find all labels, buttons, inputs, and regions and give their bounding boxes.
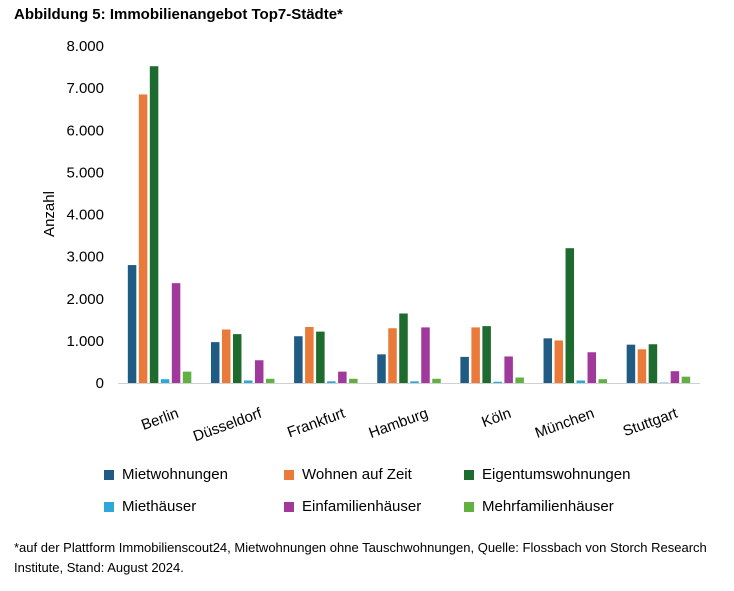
bar [160,379,170,383]
bar [232,334,242,383]
bar [460,356,469,383]
legend-item: Einfamilienhäuser [284,498,421,515]
bar [410,381,419,383]
bar [626,344,636,383]
bar [305,326,314,383]
y-tick-label: 7.000 [66,80,104,97]
y-tick-label: 5.000 [66,164,104,181]
bar [316,331,325,383]
legend-item: Mietwohnungen [104,466,228,483]
bar [349,378,358,383]
legend-label: Eigentumswohnungen [482,466,631,483]
legend-swatch [284,501,294,512]
legend-label: Einfamilienhäuser [302,498,422,515]
bar [471,327,480,383]
x-axis-ticks: Berlin Düsseldorf Frankfurt Hamburg Köln Münc… [139,404,680,445]
bar [399,313,408,383]
legend-item: Miethäuser [104,498,196,515]
bar [648,344,658,383]
x-tick-label: Berlin [139,405,181,434]
bar [138,94,148,383]
x-tick-label: Hamburg [367,405,431,442]
bar [243,380,253,383]
x-tick-label: Frankfurt [285,404,348,441]
bars [127,66,691,383]
y-axis-label: Anzahl [41,191,58,237]
bar [421,327,430,383]
bar [221,329,231,383]
y-tick-label: 4.000 [66,207,104,224]
legend-label: Mietwohnungen [122,466,228,483]
x-tick-label: Köln [479,405,513,431]
chart-title: Abbildung 5: Immobilienangebot Top7-Städ… [14,6,343,23]
bar [149,66,159,383]
legend-swatch [464,469,474,480]
bar [254,360,264,383]
legend-item: Mehrfamilienhäuser [464,498,614,515]
x-tick-label: Stuttgart [621,405,681,441]
legend-item: Wohnen auf Zeit [284,466,412,483]
bar [543,338,553,383]
bar [576,380,586,383]
legend-item: Eigentumswohnungen [464,466,630,483]
legend-swatch [284,469,294,480]
x-tick-label: Düsseldorf [191,405,265,446]
bar [482,326,491,383]
y-tick-label: 8.000 [66,38,104,55]
bar [265,378,275,383]
bar-chart: Anzahl 0 1.000 2.000 3.000 4.000 5.000 6.000 7.… [41,38,700,445]
bar [554,340,564,383]
legend-swatch [104,469,114,480]
bar [565,248,575,383]
bar [681,376,691,383]
bar [127,265,137,383]
y-tick-label: 3.000 [66,249,104,266]
bar [182,371,192,383]
y-tick-label: 2.000 [66,291,104,308]
bar [294,336,303,383]
y-tick-label: 6.000 [66,122,104,139]
bar [637,349,647,383]
bar [587,352,597,383]
bar [171,283,181,383]
bar [388,328,397,383]
y-tick-label: 0 [96,375,104,392]
bar [338,371,347,383]
bar [670,371,680,383]
y-tick-label: 1.000 [66,333,104,350]
x-tick-label: München [533,405,597,442]
legend-label: Mehrfamilienhäuser [482,498,614,515]
footnote: *auf der Plattform Immobilienscout24, Mi… [14,540,707,575]
legend-label: Wohnen auf Zeit [302,466,412,483]
legend-swatch [104,501,114,512]
bar [493,381,502,383]
legend-label: Miethäuser [122,498,197,515]
bar [327,381,336,383]
bar [210,342,220,383]
bar [432,378,441,383]
y-axis-ticks: 0 1.000 2.000 3.000 4.000 5.000 6.000 7.000 8.00… [66,38,104,392]
bar [598,379,608,383]
bar [515,377,524,383]
bar [504,356,513,383]
legend-swatch [464,501,474,512]
bar [377,354,386,383]
